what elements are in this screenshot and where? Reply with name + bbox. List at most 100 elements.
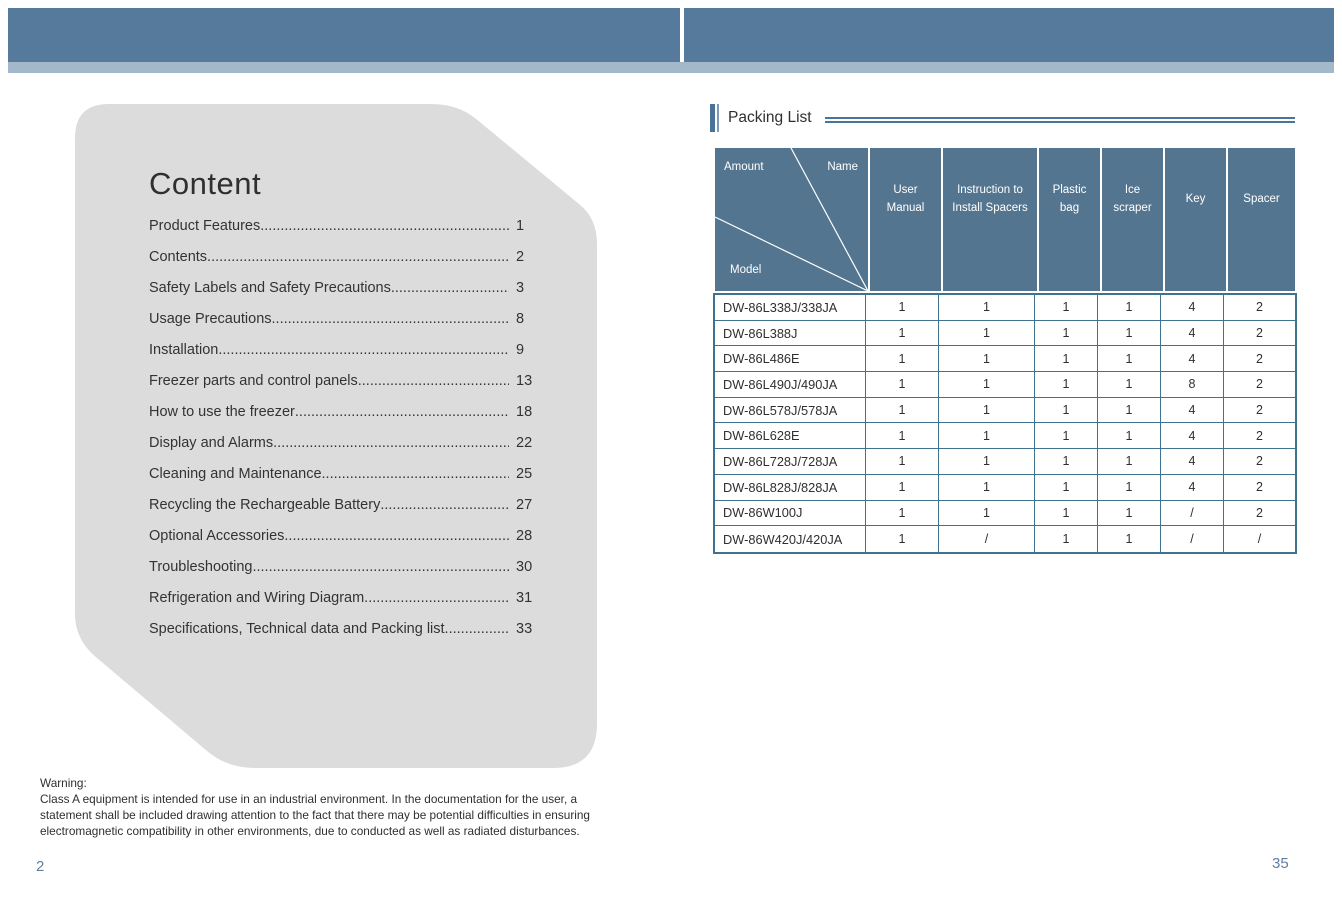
cell-ice-scraper: 1: [1098, 449, 1161, 474]
header-bar-left-segment: [8, 8, 680, 62]
cell-spacer: 2: [1256, 326, 1263, 341]
header-bar-right-segment: [684, 8, 1334, 62]
toc-item: Usage Precautions 8: [149, 311, 539, 342]
cell-instruction: /: [939, 526, 1035, 552]
cell-user-manual: 1: [866, 295, 939, 320]
packing-table-row: DW-86L388J 1 1 1 1 4 2: [715, 320, 1295, 347]
cell-key: 4: [1161, 397, 1224, 423]
cell-instruction: 1: [939, 346, 1035, 372]
corner-label-model: Model: [730, 264, 762, 276]
cell-model: DW-86L490J/490JA: [715, 372, 866, 397]
toc-item: Product Features 1: [149, 218, 539, 249]
toc-dot-leader: [391, 280, 509, 296]
toc-item: How to use the freezer 18: [149, 404, 539, 435]
packing-column-header: Instruction to Install Spacers: [941, 148, 1037, 291]
toc-dot-leader: [380, 497, 509, 513]
toc-item: Refrigeration and Wiring Diagram 31: [149, 590, 539, 621]
cell-ice-scraper: 1: [1098, 423, 1161, 449]
toc-dot-leader: [207, 249, 509, 265]
warning-block: Warning: Class A equipment is intended f…: [40, 775, 618, 839]
cell-instruction: 1: [939, 320, 1035, 346]
packing-column-header: Ice scraper: [1100, 148, 1163, 291]
packing-column-header: Key: [1163, 148, 1226, 291]
cell-ice-scraper: 1: [1098, 320, 1161, 346]
toc-item-page-number: 18: [516, 404, 533, 420]
toc-dot-leader: [272, 311, 509, 327]
cell-ice-scraper: 1: [1098, 397, 1161, 423]
toc-dot-leader: [284, 528, 509, 544]
packing-table-corner-cell: Amount Name Model: [715, 148, 868, 291]
toc-item-label: Safety Labels and Safety Precautions: [149, 280, 391, 296]
packing-table-header: Amount Name Model User Manual Instructio…: [715, 148, 1295, 291]
toc-item-page-number: 22: [516, 435, 533, 451]
packing-table-row: DW-86W420J/420JA 1 / 1 1 / /: [715, 526, 1295, 552]
header-bar-light-strip: [8, 62, 1334, 73]
toc-item-page-number: 28: [516, 528, 533, 544]
cell-model: DW-86L388J: [715, 320, 866, 346]
cell-user-manual: 1: [866, 474, 939, 500]
cell-model: DW-86L486E: [715, 346, 866, 372]
toc-item: Installation 9: [149, 342, 539, 373]
toc-dot-leader: [260, 218, 509, 234]
cell-plastic-bag: 1: [1035, 526, 1098, 552]
cell-plastic-bag: 1: [1035, 397, 1098, 423]
toc-title: Content: [149, 166, 262, 201]
cell-plastic-bag: 1: [1035, 423, 1098, 449]
packing-table-row: DW-86W100J 1 1 1 1 / 2: [715, 500, 1295, 527]
page-number-right: 35: [1272, 855, 1289, 872]
cell-user-manual: 1: [866, 397, 939, 423]
corner-label-name: Name: [827, 161, 858, 173]
toc-item: Troubleshooting 30: [149, 559, 539, 590]
cell-ice-scraper: 1: [1098, 500, 1161, 526]
packing-column-header: Spacer: [1226, 148, 1295, 291]
toc-item-page-number: 8: [516, 311, 525, 327]
toc-item-label: Freezer parts and control panels: [149, 373, 358, 389]
cell-ice-scraper: 1: [1098, 372, 1161, 397]
toc-dot-leader: [252, 559, 509, 575]
packing-list-heading: Packing List: [710, 104, 1295, 132]
toc-item-page-number: 31: [516, 590, 533, 606]
packing-column-header: User Manual: [868, 148, 941, 291]
toc-item-label: Installation: [149, 342, 219, 358]
toc-item-page-number: 30: [516, 559, 533, 575]
toc-dot-leader: [364, 590, 509, 606]
cell-ice-scraper: 1: [1098, 346, 1161, 372]
corner-diagonal-lines-icon: [715, 148, 868, 291]
toc-item: Freezer parts and control panels 13: [149, 373, 539, 404]
packing-table-row: DW-86L578J/578JA 1 1 1 1 4 2: [715, 397, 1295, 424]
toc-list: Product Features 1 Contents 2 Safety Lab…: [149, 218, 539, 652]
cell-model: DW-86W100J: [715, 500, 866, 526]
toc-dot-leader: [218, 342, 509, 358]
packing-table-row: DW-86L828J/828JA 1 1 1 1 4 2: [715, 474, 1295, 501]
cell-spacer: 2: [1256, 505, 1263, 520]
section-double-rule: [824, 117, 1295, 123]
packing-table-row: DW-86L728J/728JA 1 1 1 1 4 2: [715, 449, 1295, 475]
cell-spacer: 2: [1256, 480, 1263, 495]
toc-item-label: Refrigeration and Wiring Diagram: [149, 590, 365, 606]
cell-instruction: 1: [939, 372, 1035, 397]
toc-dot-leader: [295, 404, 509, 420]
warning-body: Class A equipment is intended for use in…: [40, 792, 590, 839]
cell-instruction: 1: [939, 397, 1035, 423]
toc-item: Optional Accessories 28: [149, 528, 539, 559]
packing-table-body: DW-86L338J/338JA 1 1 1 1 4 2 DW-86L388J …: [713, 293, 1297, 554]
cell-spacer: /: [1257, 532, 1262, 547]
toc-item: Contents 2: [149, 249, 539, 280]
packing-table-row: DW-86L338J/338JA 1 1 1 1 4 2: [715, 295, 1295, 321]
toc-item-label: Troubleshooting: [149, 559, 253, 575]
cell-model: DW-86L728J/728JA: [715, 449, 866, 474]
packing-table-row: DW-86L490J/490JA 1 1 1 1 8 2: [715, 372, 1295, 398]
toc-dot-leader: [358, 373, 509, 389]
toc-item-label: Display and Alarms: [149, 435, 274, 451]
cell-model: DW-86L578J/578JA: [715, 397, 866, 423]
toc-item-page-number: 25: [516, 466, 533, 482]
cell-plastic-bag: 1: [1035, 372, 1098, 397]
packing-table-row: DW-86L628E 1 1 1 1 4 2: [715, 423, 1295, 450]
cell-key: 4: [1161, 474, 1224, 500]
toc-item: Specifications, Technical data and Packi…: [149, 621, 539, 652]
cell-key: /: [1161, 526, 1224, 552]
packing-column-header: Plastic bag: [1037, 148, 1100, 291]
toc-item-label: Usage Precautions: [149, 311, 272, 327]
cell-plastic-bag: 1: [1035, 346, 1098, 372]
cell-spacer: 2: [1256, 351, 1263, 366]
